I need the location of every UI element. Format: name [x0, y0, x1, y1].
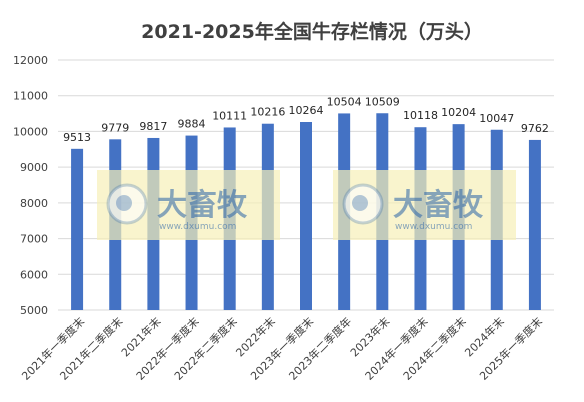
data-label: 10509: [365, 95, 400, 108]
watermark-url: www.dxumu.com: [395, 222, 472, 232]
y-axis-ticks: 5000 6000 7000 8000 9000 10000 11000 12000: [13, 54, 48, 317]
y-tick-label: 7000: [20, 233, 48, 246]
bar: [71, 148, 84, 310]
y-tick-label: 8000: [20, 197, 48, 210]
bar: [300, 122, 312, 310]
x-axis-ticks: 2021年一季度末2021年二季度末2021年末2022年一季度末2022年二季…: [19, 314, 545, 383]
y-tick-label: 12000: [13, 54, 48, 67]
watermark-logo-icon: [106, 183, 148, 225]
y-tick-label: 9000: [20, 161, 48, 174]
watermark-logo-dot-icon: [116, 195, 132, 211]
y-tick-label: 11000: [13, 90, 48, 103]
y-tick-label: 6000: [20, 268, 48, 281]
watermark-url: www.dxumu.com: [159, 222, 236, 232]
data-label: 10204: [441, 106, 476, 119]
data-label: 10504: [327, 95, 362, 108]
data-label: 10111: [212, 109, 247, 122]
data-label: 9762: [521, 122, 549, 135]
y-tick-label: 5000: [20, 304, 48, 317]
data-label: 10216: [250, 106, 285, 119]
bar: [528, 139, 541, 310]
watermark-brand: 大畜牧: [157, 188, 248, 223]
watermark-brand: 大畜牧: [393, 188, 484, 223]
data-label: 9817: [139, 120, 167, 133]
data-label: 10264: [289, 104, 324, 117]
data-label: 10047: [479, 112, 514, 125]
data-label: 10118: [403, 109, 438, 122]
data-label: 9513: [63, 131, 91, 144]
data-label: 9779: [101, 121, 129, 134]
y-tick-label: 10000: [13, 125, 48, 138]
watermark-logo-dot-icon: [352, 195, 368, 211]
chart-title: 2021-2025年全国牛存栏情况（万头）: [141, 20, 483, 43]
watermark-logo-icon: [342, 183, 384, 225]
data-label: 9884: [178, 118, 206, 131]
